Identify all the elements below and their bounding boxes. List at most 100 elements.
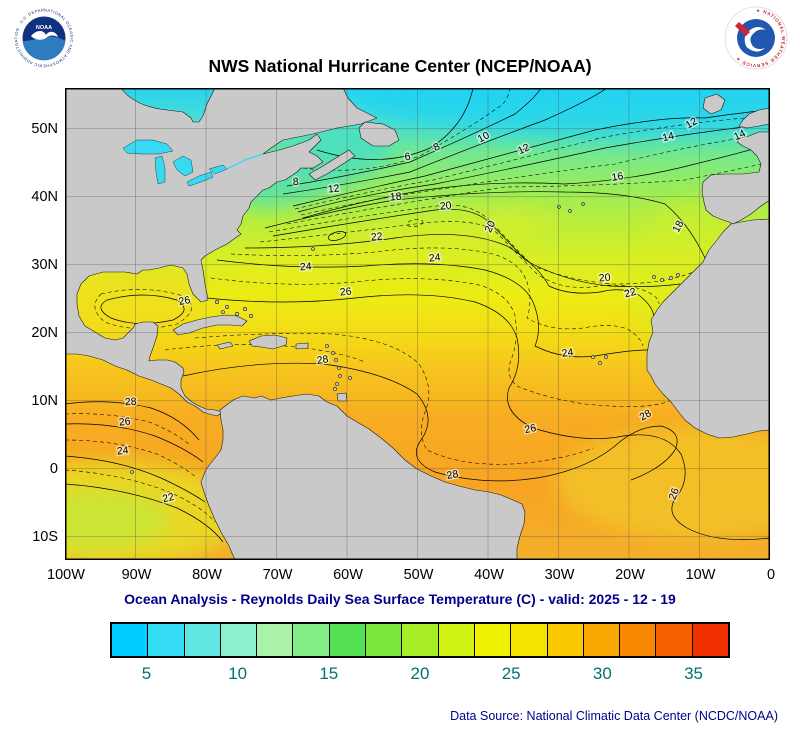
contour-label: 24 — [300, 261, 313, 274]
colorbar-cell — [220, 624, 258, 656]
newfoundland-island — [358, 121, 400, 147]
colorbar-cell — [148, 624, 185, 656]
colorbar-cell — [112, 624, 149, 656]
lon-axis-label: 30W — [544, 567, 575, 583]
colorbar-cell — [692, 624, 729, 656]
map-caption: Ocean Analysis - Reynolds Daily Sea Surf… — [124, 591, 676, 607]
contour-label: 26 — [118, 415, 131, 428]
lat-axis-label: 10N — [31, 392, 58, 409]
contour-lines-dashed — [64, 87, 771, 523]
sst-map: 6 8 8 10 12 12 12 14 14 16 18 18 20 20 2… — [0, 54, 800, 565]
lat-axis-label: 20N — [31, 324, 58, 341]
contour-label: 24 — [116, 444, 129, 457]
colorbar-cell — [547, 624, 584, 656]
ireland-island — [702, 93, 726, 115]
africa-landmass — [646, 218, 771, 439]
data-source-note: Data Source: National Climatic Data Cent… — [450, 709, 778, 723]
lon-axis-label: 50W — [403, 567, 434, 583]
colorbar-cell — [366, 624, 403, 656]
lat-axis-label: 0 — [49, 460, 58, 477]
contour-label: 20 — [439, 199, 452, 212]
colorbar-cell — [620, 624, 657, 656]
lon-axis-label: 80W — [192, 567, 222, 583]
trinidad-island — [336, 392, 348, 402]
contour-label: 16 — [611, 170, 625, 184]
colorbar-cell — [329, 624, 367, 656]
bahamas-islands — [215, 300, 254, 319]
page-title: NWS National Hurricane Center (NCEP/NOAA… — [208, 56, 592, 76]
lon-axis-label: 40W — [474, 567, 504, 583]
lat-axis-label: 50N — [31, 120, 58, 137]
colorbar-cell — [184, 624, 221, 656]
contour-label: 26 — [339, 286, 352, 299]
colorbar-cell — [656, 624, 693, 656]
colorbar-tick-labels: 5 10 15 20 25 30 35 — [110, 664, 730, 686]
nova-scotia — [308, 149, 356, 181]
contour-label: 22 — [161, 491, 175, 506]
colorbar-tick-label: 15 — [319, 664, 339, 683]
colorbar-cell — [438, 624, 475, 656]
lon-axis-label: 90W — [121, 567, 152, 583]
sst-map-canvas: 6 8 8 10 12 12 12 14 14 16 18 18 20 20 2… — [0, 54, 800, 565]
grid-lines — [65, 88, 770, 560]
noaa-logo: NATIONAL OCEANIC AND ATMOSPHERIC ADMINIS… — [13, 7, 75, 69]
nws-globe — [737, 19, 775, 57]
lat-axis-label: 10S — [32, 528, 58, 545]
nws-swirl-icon — [744, 27, 766, 52]
colorbar-cell — [583, 624, 621, 656]
cuba-island — [172, 314, 248, 336]
lon-axis-label: 20W — [615, 567, 645, 583]
colorbar-cell — [402, 624, 439, 656]
colorbar-tick-label: 30 — [592, 664, 612, 683]
england-landmass — [738, 107, 771, 129]
jamaica-island — [216, 341, 234, 350]
lon-axis-label: 70W — [262, 567, 293, 583]
contour-label: 24 — [561, 346, 574, 360]
iberia-france-landmass — [701, 131, 771, 225]
st-lawrence-river — [226, 153, 264, 170]
contour-label: 22 — [370, 230, 383, 243]
map-frame — [65, 88, 770, 560]
colorbar-cell — [257, 624, 294, 656]
lon-axis-label: 0 — [766, 567, 776, 583]
contour-label: 18 — [389, 191, 402, 204]
noaa-label: NOAA — [36, 25, 52, 31]
colorbar-cell — [511, 624, 548, 656]
temperature-colorbar — [110, 622, 730, 658]
colorbar-cell — [474, 624, 512, 656]
contour-lines-solid — [64, 87, 771, 543]
contour-label: 20 — [598, 272, 611, 285]
lon-axis-label: 60W — [333, 567, 363, 583]
south-america-landmass — [200, 393, 526, 561]
contour-label: 28 — [446, 468, 460, 482]
lesser-antilles-islands — [325, 344, 352, 391]
colorbar-tick-label: 25 — [501, 664, 521, 683]
contour-label: 22 — [623, 286, 638, 301]
contour-label: 6 — [404, 151, 412, 164]
lat-axis-label: 30N — [31, 256, 58, 273]
nws-logo: ★ NATIONAL WEATHER SERVICE ★ — [724, 6, 788, 70]
colorbar-cell — [293, 624, 330, 656]
colorbar-tick-label: 35 — [684, 664, 703, 683]
colorbar-tick-label: 20 — [410, 664, 430, 683]
contour-label: 26 — [523, 422, 537, 436]
contour-label: 24 — [428, 251, 441, 264]
contour-label: 8 — [292, 176, 299, 188]
puerto-rico-island — [295, 342, 309, 350]
contour-label: 26 — [178, 294, 192, 308]
lon-axis-label: 100W — [47, 567, 85, 583]
contour-label: 12 — [327, 182, 340, 195]
north-america-landmass — [64, 87, 378, 417]
noaa-sea-shape — [22, 36, 66, 61]
noaa-gull-icon — [31, 31, 58, 40]
landmasses — [64, 87, 771, 561]
colorbar-tick-label: 5 — [141, 664, 152, 683]
contour-label: 28 — [316, 353, 329, 367]
lat-axis-label: 40N — [31, 188, 58, 205]
contour-label: 28 — [125, 396, 138, 409]
contour-label: 14 — [661, 130, 675, 145]
lon-axis-label: 10W — [685, 567, 716, 583]
colorbar-tick-label: 10 — [228, 664, 248, 683]
nws-flag-icon — [735, 22, 750, 36]
